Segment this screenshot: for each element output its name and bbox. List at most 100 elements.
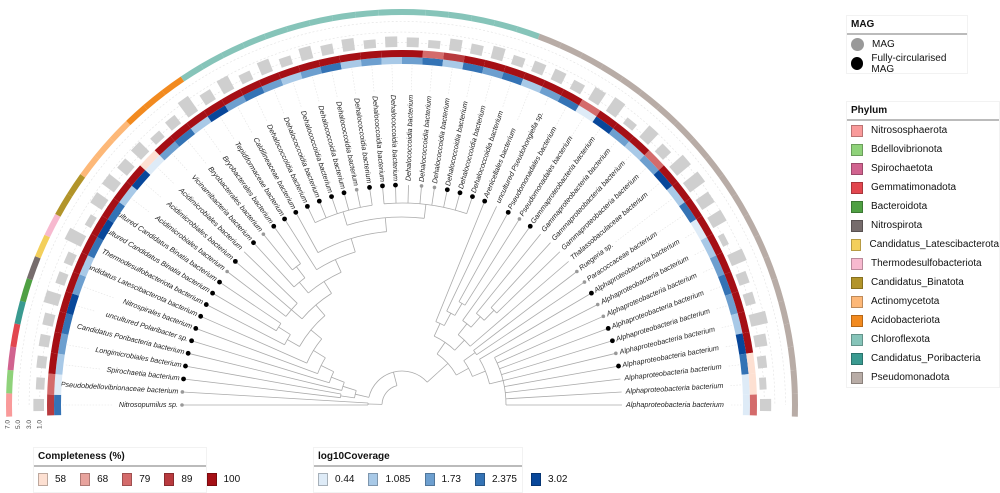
value-bar <box>65 228 87 247</box>
circularised-mag-marker-icon <box>271 224 276 229</box>
leaf-branch <box>185 366 341 394</box>
circularised-mag-marker-icon <box>183 364 188 369</box>
phylum-cell <box>790 370 797 394</box>
value-bar <box>257 59 273 76</box>
completeness-cell <box>47 394 54 415</box>
completeness-legend-item: 89 <box>164 473 192 486</box>
internal-branch <box>287 340 299 347</box>
internal-branch <box>437 342 445 354</box>
coverage-legend-item: 2.375 <box>475 473 517 486</box>
mag-marker-icon <box>355 188 359 192</box>
value-bar <box>757 356 767 369</box>
leaf-label: Dehalococcoidia bacterium <box>389 95 401 182</box>
leaf-branch <box>455 193 460 210</box>
internal-branch <box>335 260 341 273</box>
phylum-legend-label: Candidatus_Poribacteria <box>871 353 981 364</box>
value-bar <box>491 46 506 62</box>
phylum-cell <box>732 194 749 217</box>
color-swatch <box>851 201 863 213</box>
phylum-cell <box>784 323 794 347</box>
value-bar <box>727 249 747 267</box>
internal-branch <box>343 386 356 390</box>
completeness-legend-title: Completeness (%) <box>34 448 206 467</box>
leaf-guide-line <box>77 306 94 311</box>
phylum-cell <box>143 90 165 109</box>
value-bar <box>36 377 45 390</box>
circularised-mag-marker-icon <box>506 210 511 215</box>
internal-branch <box>351 239 355 252</box>
leaf-branch <box>491 243 550 308</box>
completeness-legend-item: 68 <box>80 473 108 486</box>
leaf-guide-line <box>730 385 741 386</box>
phylum-legend-label: Spirochaetota <box>871 163 933 174</box>
mag-legend-label: MAG <box>872 39 895 50</box>
leaf-branch <box>497 252 560 313</box>
scale-gridline <box>19 22 786 406</box>
value-bar <box>753 333 767 347</box>
circularised-mag-marker-icon <box>198 314 203 319</box>
phylum-cell <box>600 64 623 82</box>
value-bar <box>707 210 726 228</box>
value-bar <box>470 44 484 56</box>
circularised-mag-marker-icon <box>380 183 385 188</box>
phylum-legend-item: Chloroflexota <box>847 330 999 349</box>
value-bar <box>760 399 771 411</box>
circularised-mag-marker-icon <box>186 351 191 356</box>
coverage-legend-label: 1.73 <box>442 474 461 485</box>
leaf-branch <box>332 197 338 214</box>
internal-branch <box>427 373 437 382</box>
internal-branch <box>385 218 386 232</box>
phylum-cell <box>286 20 310 32</box>
circularised-mag-marker-icon <box>317 199 322 204</box>
circle-marker-icon <box>851 38 864 51</box>
phylum-legend-item: Candidatus_Binatota <box>847 273 999 292</box>
internal-branch <box>444 313 451 325</box>
internal-branch <box>393 372 397 386</box>
leaf-branch <box>408 185 409 203</box>
phylum-cell <box>559 43 583 58</box>
leaf-guide-line <box>312 77 319 101</box>
leaf-guide-line <box>448 69 452 94</box>
value-bar <box>44 290 62 306</box>
phylum-cell <box>379 9 402 16</box>
phylum-cell <box>792 393 798 416</box>
leaf-label: Spirochaetia bacterium <box>106 365 180 383</box>
value-bar <box>428 40 441 49</box>
phylum-legend-item: Bdellovibrionota <box>847 140 999 159</box>
completeness-legend-label: 100 <box>224 474 241 485</box>
circularised-mag-marker-icon <box>589 291 594 296</box>
internal-branch <box>316 305 325 316</box>
phylum-cell <box>126 105 147 125</box>
circularised-mag-marker-icon <box>204 302 209 307</box>
color-swatch <box>851 220 863 232</box>
leaf-guide-line <box>570 117 583 138</box>
leaf-guide-line <box>158 168 174 183</box>
internal-branch <box>424 204 426 218</box>
phylum-cell <box>264 26 288 39</box>
leaf-branch <box>184 379 341 398</box>
color-swatch <box>80 473 90 486</box>
leaf-branch <box>420 186 422 204</box>
phylum-cell <box>221 43 245 58</box>
color-swatch <box>851 296 863 308</box>
leaf-branch <box>201 316 307 363</box>
mag-legend-title: MAG <box>847 16 967 35</box>
mag-marker-icon <box>575 270 579 274</box>
circularised-mag-marker-icon <box>305 204 310 209</box>
leaf-guide-line <box>274 90 283 113</box>
phylum-legend-item: Bacteroidota <box>847 197 999 216</box>
completeness-legend-label: 68 <box>97 474 108 485</box>
internal-branch <box>341 396 355 398</box>
leaf-guide-line <box>188 141 206 163</box>
phylum-cell <box>425 10 449 18</box>
leaf-label: Dehalococcoidia bacterium <box>371 95 388 182</box>
coverage-cell <box>742 374 750 395</box>
circularised-mag-marker-icon <box>193 326 198 331</box>
phylum-legend-label: Gemmatimonadota <box>871 182 956 193</box>
circularised-mag-marker-icon <box>393 183 398 188</box>
leaf-guide-line <box>594 129 600 138</box>
circularised-mag-marker-icon <box>181 377 186 382</box>
leaf-branch <box>319 201 326 218</box>
phylum-cell <box>35 235 50 259</box>
